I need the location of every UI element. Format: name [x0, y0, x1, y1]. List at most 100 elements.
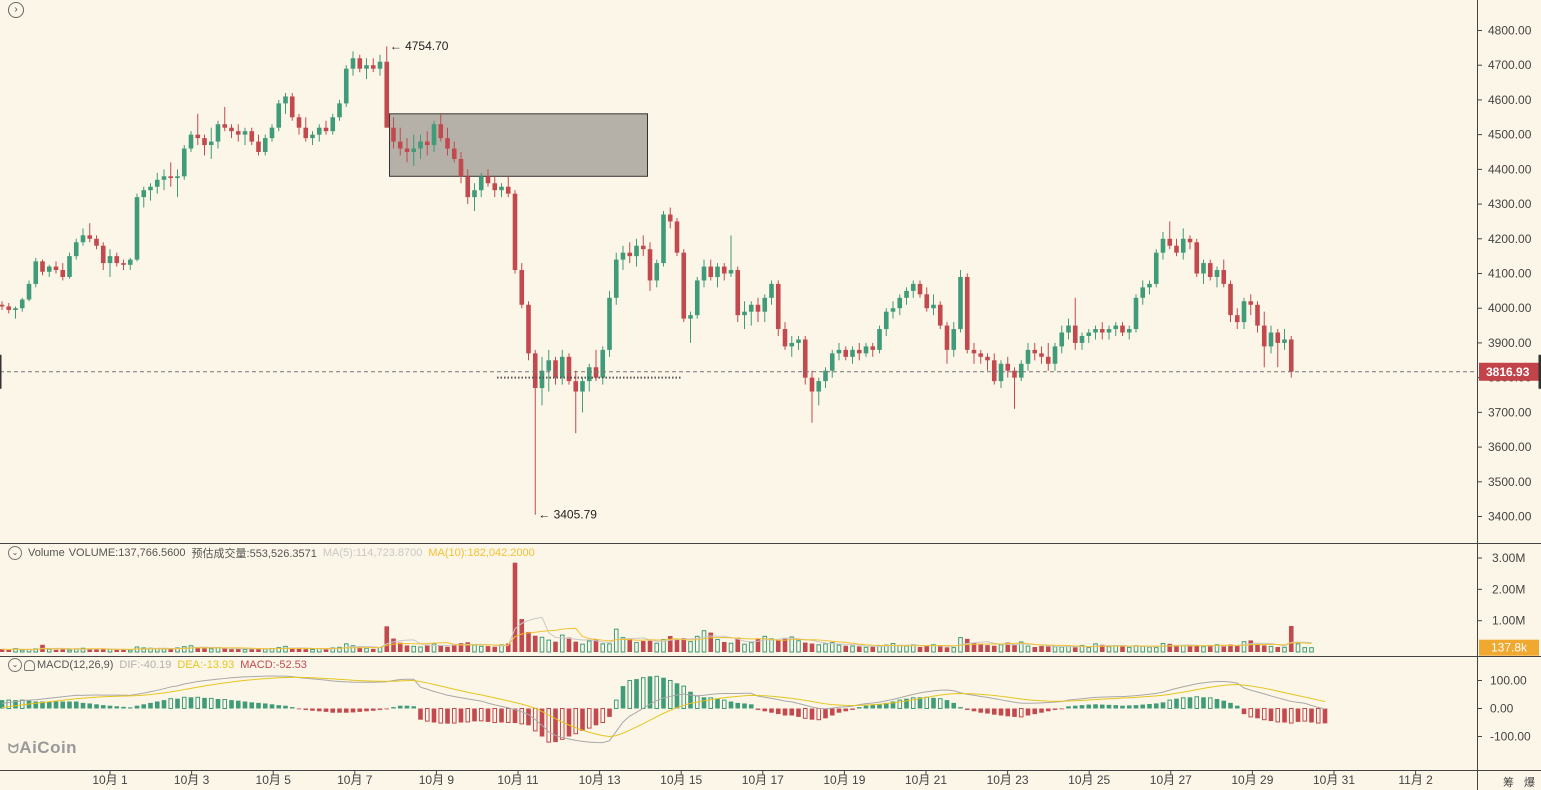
- macd-histogram-bar: [1066, 706, 1071, 709]
- candle-body: [1228, 283, 1233, 316]
- candle-body: [654, 263, 660, 281]
- collapse-macd-icon[interactable]: ⌄: [8, 658, 22, 672]
- candle-body: [829, 353, 835, 371]
- macd-histogram-bar: [188, 697, 194, 709]
- candle-body: [661, 214, 666, 264]
- volume-bar: [924, 645, 930, 652]
- volume-bar: [391, 638, 396, 652]
- macd-histogram-bar: [235, 700, 241, 709]
- volume-bar: [1079, 644, 1085, 653]
- macd-histogram-bar: [1140, 704, 1146, 709]
- collapse-volume-icon[interactable]: ⌄: [8, 546, 22, 560]
- candle-body: [769, 283, 774, 298]
- macd-histogram-bar: [168, 698, 174, 710]
- candle-body: [404, 148, 410, 152]
- macd-histogram-bar: [404, 705, 410, 709]
- liquidation-button[interactable]: 爆: [1524, 777, 1535, 789]
- macd-histogram-bar: [121, 706, 126, 709]
- candle-body: [492, 183, 498, 191]
- candle-body: [701, 266, 707, 281]
- volume-bar: [735, 637, 741, 652]
- candle-body: [1221, 270, 1227, 284]
- candle-body: [532, 353, 538, 389]
- macd-histogram-bar: [1255, 708, 1260, 719]
- volume-bar: [580, 643, 585, 653]
- volume-bar: [1099, 644, 1105, 652]
- macd-histogram-bar: [748, 704, 754, 709]
- candle-body: [391, 127, 396, 142]
- macd-histogram-bar: [154, 701, 160, 709]
- volume-bar: [168, 649, 174, 652]
- candle-body: [364, 65, 369, 69]
- macd-histogram-bar: [303, 708, 309, 710]
- expand-panel-icon[interactable]: ›: [8, 2, 24, 18]
- volume-bar: [870, 646, 876, 652]
- bell-icon[interactable]: [24, 659, 35, 671]
- candle-body: [991, 360, 997, 382]
- candle-body: [1018, 363, 1024, 378]
- price-tick-label: 4000.00: [1488, 301, 1532, 315]
- macd-histogram-bar: [310, 708, 315, 711]
- macd-legend: ⌄ MACD(12,26,9) DIF:-40.19 DEA:-13.93 MA…: [8, 658, 307, 672]
- volume-bar: [1302, 647, 1308, 653]
- candle-body: [1072, 325, 1078, 343]
- time-tick-label: 10月 17: [742, 773, 784, 787]
- macd-histogram-bar: [735, 702, 741, 709]
- candle-body: [553, 360, 558, 378]
- candle-body: [19, 299, 25, 309]
- price-tick-label: 4400.00: [1488, 162, 1532, 176]
- volume-bar: [0, 649, 5, 652]
- macd-histogram-bar: [316, 708, 322, 712]
- candle-body: [296, 117, 302, 128]
- macd-histogram-bar: [1207, 697, 1213, 709]
- volume-bar: [1012, 645, 1017, 652]
- volume-bar: [850, 645, 855, 653]
- macd-histogram-bar: [1025, 708, 1031, 716]
- candle-body: [134, 197, 140, 260]
- current-price-label: 3816.93: [1486, 365, 1530, 379]
- macd-histogram-bar: [985, 708, 990, 714]
- current-volume-label: 137.8k: [1491, 641, 1528, 655]
- candle-body: [809, 377, 815, 392]
- macd-histogram-bar: [1241, 708, 1247, 715]
- price-tick-label: 3900.00: [1488, 336, 1532, 350]
- volume-bar: [458, 643, 464, 652]
- volume-bar: [1288, 625, 1294, 652]
- candle-body: [431, 124, 437, 146]
- volume-bar: [283, 645, 288, 653]
- candle-body: [1025, 349, 1031, 364]
- volume-bar: [87, 649, 93, 652]
- volume-bar: [505, 643, 511, 652]
- candle-body: [411, 148, 417, 152]
- macd-histogram-bar: [877, 704, 882, 709]
- chip-distribution-button[interactable]: 筹: [1503, 777, 1514, 789]
- candle-body: [586, 367, 592, 382]
- volume-bar: [80, 647, 86, 653]
- volume-bar: [789, 636, 795, 653]
- candle-body: [580, 381, 585, 392]
- candle-body: [208, 141, 214, 146]
- candle-body: [566, 356, 572, 382]
- volume-bar: [1147, 646, 1152, 653]
- candle-body: [1059, 332, 1065, 347]
- candle-body: [0, 304, 5, 307]
- macd-histogram-bar: [1099, 704, 1105, 709]
- macd-histogram-bar: [13, 700, 18, 709]
- candle-body: [256, 141, 261, 152]
- candle-body: [478, 176, 484, 191]
- volume-bar: [836, 644, 842, 653]
- candle-body: [755, 304, 761, 312]
- candle-body: [168, 176, 174, 179]
- volume-bar: [397, 642, 403, 652]
- macd-histogram-bar: [1005, 708, 1011, 717]
- candle-body: [573, 381, 579, 392]
- candle-body: [1261, 325, 1267, 347]
- candle-body: [141, 190, 147, 198]
- price-tick-label: 3500.00: [1488, 475, 1532, 489]
- time-tick-label: 10月 13: [579, 773, 621, 787]
- macd-histogram-bar: [181, 696, 187, 709]
- candle-body: [937, 304, 943, 326]
- volume-bar: [1072, 647, 1078, 652]
- time-tick-label: 10月 9: [419, 773, 455, 787]
